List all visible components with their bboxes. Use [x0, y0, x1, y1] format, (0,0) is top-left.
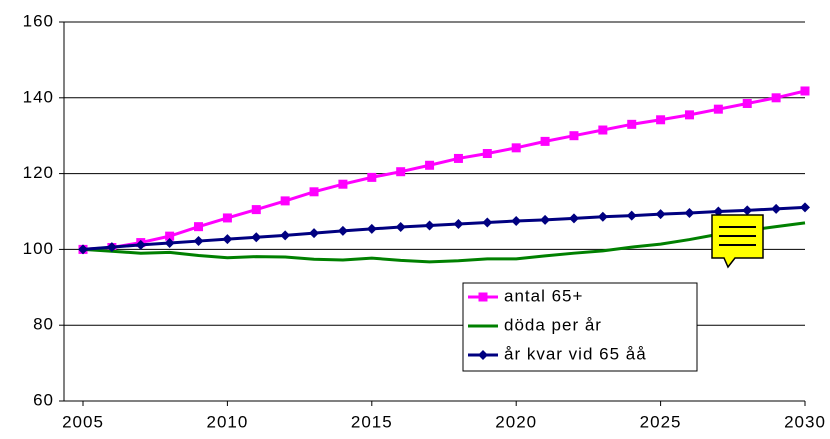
point — [540, 136, 550, 146]
point — [366, 223, 377, 234]
point — [742, 205, 753, 216]
point — [135, 239, 146, 250]
point — [453, 153, 463, 163]
point — [684, 208, 695, 219]
point — [424, 220, 435, 231]
point — [511, 215, 522, 226]
legend-label: antal 65+ — [504, 286, 583, 305]
point — [280, 196, 290, 206]
point — [800, 202, 810, 213]
legend-label: döda per år — [504, 315, 602, 334]
point — [396, 167, 406, 177]
point — [395, 222, 406, 233]
x-tick-label: 2010 — [206, 412, 248, 431]
point — [656, 115, 666, 125]
note-icon — [711, 214, 764, 269]
point — [78, 244, 88, 255]
legend: antal 65+ döda per år år kvar vid 65 åå — [462, 282, 698, 372]
point — [309, 187, 319, 197]
point — [771, 93, 781, 103]
point — [478, 292, 488, 302]
series-line — [82, 205, 806, 251]
x-tick-label: 2015 — [351, 412, 393, 431]
point — [478, 350, 488, 360]
y-tick-label: 80 — [33, 315, 54, 334]
point — [338, 179, 348, 189]
point — [482, 217, 493, 228]
point — [482, 149, 492, 159]
legend-box — [462, 282, 698, 372]
legend-label: år kvar vid 65 åå — [504, 344, 647, 363]
series-line — [82, 89, 806, 251]
point — [280, 230, 291, 241]
point — [742, 98, 752, 108]
point — [568, 213, 579, 224]
plot: 60 80 100 120 140 160 2005 2010 2015 2020 2025 2030… — [23, 11, 826, 431]
point — [626, 210, 637, 221]
y-tick-label: 120 — [23, 163, 54, 182]
point — [251, 205, 261, 215]
x-tick-label: 2020 — [495, 412, 537, 431]
point — [655, 209, 666, 220]
point — [598, 125, 608, 135]
point — [164, 237, 175, 248]
x-tick-label: 2030 — [784, 412, 826, 431]
point — [193, 236, 204, 247]
point — [627, 119, 637, 129]
point — [800, 86, 810, 96]
point — [684, 110, 694, 120]
point — [222, 213, 232, 223]
point — [425, 160, 435, 170]
point — [597, 211, 608, 222]
point — [569, 131, 579, 141]
x-tick-label: 2005 — [62, 412, 104, 431]
point — [337, 225, 348, 236]
series-line — [82, 221, 806, 264]
point — [713, 104, 723, 114]
point — [367, 172, 377, 182]
point — [106, 242, 117, 253]
point — [713, 206, 724, 217]
point — [165, 231, 175, 241]
y-tick-label: 140 — [23, 87, 54, 106]
x-tick-label: 2025 — [640, 412, 682, 431]
point — [771, 203, 782, 214]
point — [453, 219, 464, 230]
y-tick-label: 160 — [23, 11, 54, 30]
y-tick-label: 60 — [33, 390, 54, 409]
y-tick-label: 100 — [23, 239, 54, 258]
point — [540, 214, 551, 225]
point — [309, 228, 320, 239]
point — [511, 143, 521, 153]
point — [194, 222, 204, 232]
point — [222, 234, 233, 245]
point — [251, 232, 262, 243]
